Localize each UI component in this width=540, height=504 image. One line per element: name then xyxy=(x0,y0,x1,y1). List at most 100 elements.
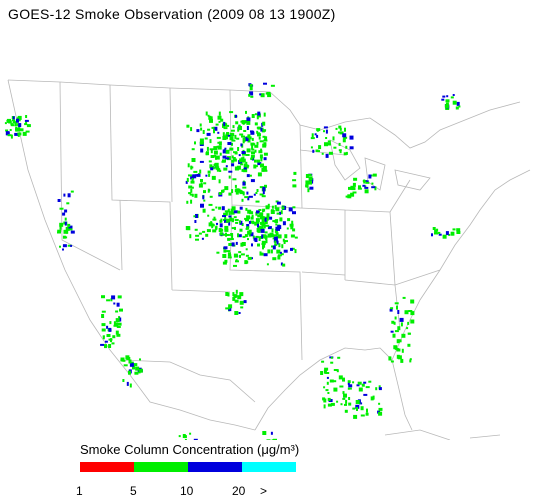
smoke-pixel xyxy=(194,228,198,231)
smoke-pixel xyxy=(253,193,256,196)
smoke-pixel xyxy=(189,193,193,196)
smoke-pixel xyxy=(241,191,244,194)
smoke-pixel xyxy=(104,344,107,349)
smoke-pixel xyxy=(314,133,317,136)
smoke-pixel xyxy=(237,126,240,131)
smoke-pixel xyxy=(265,239,268,244)
smoke-pixel xyxy=(70,230,75,234)
smoke-pixel xyxy=(371,186,376,189)
smoke-pixel xyxy=(194,141,196,145)
smoke-pixel xyxy=(248,229,252,234)
smoke-pixel xyxy=(239,300,244,305)
smoke-pixel xyxy=(25,121,28,124)
smoke-pixel xyxy=(286,227,289,230)
smoke-pixel xyxy=(253,164,257,169)
smoke-pixel xyxy=(327,403,332,407)
smoke-pixel xyxy=(348,402,352,406)
smoke-pixel xyxy=(291,247,295,250)
smoke-pixel xyxy=(306,183,309,188)
smoke-pixel xyxy=(135,366,140,371)
smoke-pixel xyxy=(323,398,327,403)
smoke-pixel xyxy=(262,143,267,148)
smoke-pixel xyxy=(266,213,270,218)
smoke-pixel xyxy=(14,122,17,127)
smoke-pixel xyxy=(253,237,257,241)
smoke-pixel xyxy=(185,180,188,184)
smoke-pixel xyxy=(393,321,396,325)
smoke-pixel xyxy=(355,400,360,404)
smoke-pixel xyxy=(202,230,206,233)
smoke-pixel xyxy=(222,132,225,137)
smoke-pixel xyxy=(254,223,259,226)
smoke-pixel xyxy=(111,342,115,345)
caribbean-islands xyxy=(384,429,501,440)
smoke-pixel xyxy=(203,190,206,194)
smoke-pixel xyxy=(207,128,211,131)
smoke-pixel xyxy=(215,166,220,170)
smoke-pixel xyxy=(63,193,66,197)
smoke-pixel xyxy=(250,154,255,158)
smoke-pixel xyxy=(63,229,68,234)
smoke-pixel xyxy=(205,233,209,237)
smoke-pixel xyxy=(212,229,217,233)
smoke-pixel xyxy=(360,414,365,417)
east-coast xyxy=(391,169,531,361)
smoke-pixel xyxy=(115,318,120,323)
smoke-pixel xyxy=(350,192,355,197)
smoke-pixel xyxy=(217,131,220,134)
legend-tick-4: > xyxy=(260,484,268,498)
smoke-pixel xyxy=(263,253,268,257)
smoke-pixel xyxy=(284,234,288,239)
smoke-pixel xyxy=(325,153,329,158)
smoke-pixel xyxy=(305,180,310,185)
smoke-pixel xyxy=(323,404,326,409)
smoke-pixel xyxy=(200,127,203,131)
smoke-pixel xyxy=(276,212,280,215)
smoke-pixel xyxy=(290,234,295,238)
smoke-pixel xyxy=(239,228,243,232)
smoke-pixel xyxy=(118,316,121,319)
smoke-pixel xyxy=(227,208,230,212)
smoke-pixel xyxy=(282,263,286,267)
smoke-pixel xyxy=(216,222,218,225)
smoke-pixel xyxy=(68,225,73,229)
smoke-pixel xyxy=(234,219,239,221)
smoke-pixel xyxy=(343,136,348,139)
smoke-pixel xyxy=(392,333,396,338)
smoke-pixel xyxy=(261,129,265,133)
smoke-pixel xyxy=(213,129,215,134)
smoke-pixel xyxy=(365,386,370,389)
smoke-pixel xyxy=(209,139,212,144)
smoke-pixel xyxy=(262,210,264,213)
smoke-pixel xyxy=(240,163,244,166)
smoke-pixel xyxy=(139,358,141,361)
smoke-pixel xyxy=(368,174,372,179)
smoke-pixel xyxy=(307,188,310,193)
smoke-pixel xyxy=(190,127,193,132)
smoke-pixel xyxy=(365,180,369,183)
smoke-pixel xyxy=(231,189,234,194)
smoke-pixel xyxy=(24,123,28,126)
smoke-pixel xyxy=(273,236,278,241)
smoke-pixel xyxy=(248,220,251,224)
smoke-pixel xyxy=(241,242,246,246)
smoke-pixel xyxy=(194,174,198,177)
smoke-pixel xyxy=(274,239,277,244)
smoke-pixel xyxy=(242,137,246,142)
smoke-pixel xyxy=(25,115,28,118)
smoke-pixel xyxy=(219,152,222,156)
smoke-pixel xyxy=(255,221,260,224)
smoke-pixel xyxy=(240,253,245,256)
smoke-pixel xyxy=(14,132,19,136)
smoke-pixel xyxy=(320,371,324,375)
smoke-pixel xyxy=(278,243,281,248)
smoke-pixel xyxy=(110,338,112,343)
smoke-pixel xyxy=(101,323,106,327)
smoke-pixel xyxy=(257,162,262,166)
smoke-pixel xyxy=(194,193,198,198)
smoke-pixel xyxy=(245,161,248,165)
map-boundaries xyxy=(7,79,531,440)
smoke-pixel xyxy=(190,180,195,184)
smoke-pixel xyxy=(251,114,255,118)
smoke-pixel xyxy=(219,232,223,236)
